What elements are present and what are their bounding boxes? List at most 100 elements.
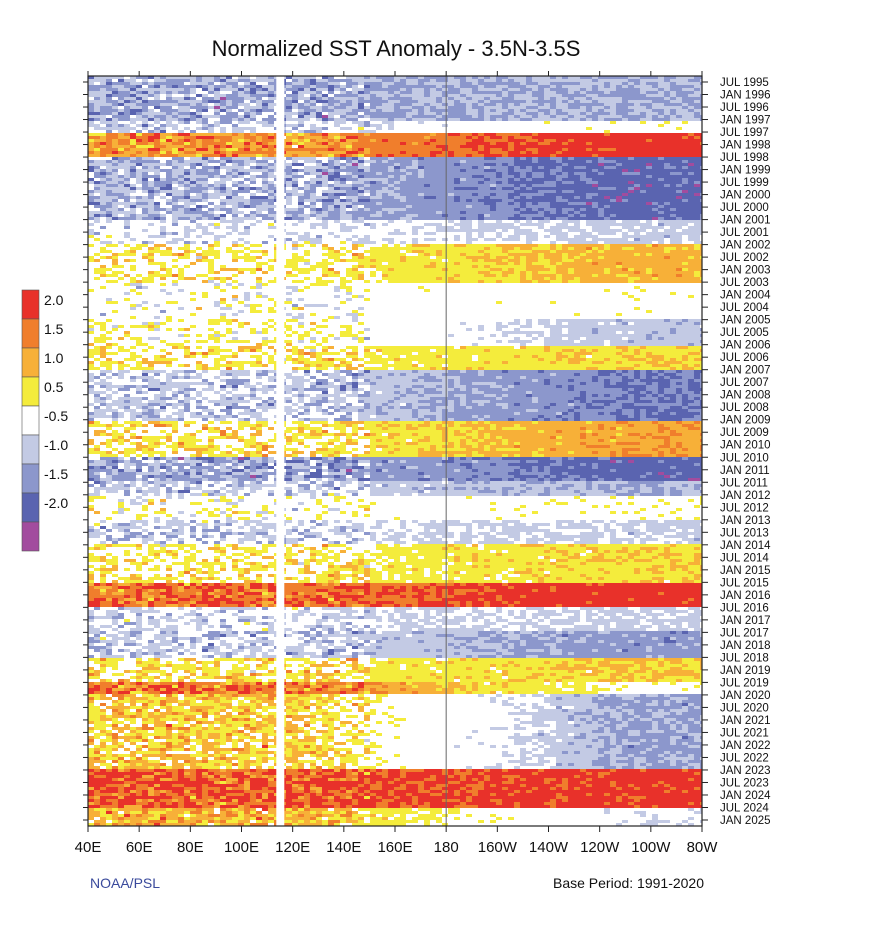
anomaly-cell	[292, 301, 340, 305]
anomaly-cell	[418, 229, 436, 233]
anomaly-cell	[214, 280, 220, 284]
anomaly-cell	[580, 382, 586, 386]
anomaly-cell	[436, 256, 466, 260]
anomaly-cell	[346, 85, 352, 89]
anomaly-cell	[502, 88, 508, 92]
anomaly-cell	[94, 223, 124, 227]
anomaly-cell	[502, 247, 514, 251]
anomaly-cell	[640, 118, 652, 122]
anomaly-cell	[286, 118, 310, 122]
anomaly-cell	[298, 103, 304, 107]
anomaly-cell	[406, 244, 412, 248]
anomaly-cell	[508, 136, 514, 140]
anomaly-cell	[160, 268, 166, 272]
anomaly-cell	[310, 241, 322, 245]
anomaly-cell	[640, 289, 646, 293]
anomaly-cell	[592, 205, 598, 209]
anomaly-cell	[364, 163, 370, 167]
anomaly-cell	[250, 214, 256, 218]
anomaly-cell	[574, 268, 604, 272]
anomaly-cell	[178, 130, 184, 134]
anomaly-cell	[220, 220, 244, 224]
anomaly-cell	[94, 193, 100, 197]
anomaly-cell	[340, 382, 346, 386]
anomaly-cell	[628, 199, 682, 203]
anomaly-cell	[586, 118, 592, 122]
anomaly-cell	[106, 118, 112, 122]
anomaly-cell	[526, 262, 532, 266]
anomaly-cell	[232, 163, 238, 167]
anomaly-cell	[88, 166, 94, 170]
anomaly-cell	[514, 247, 520, 251]
anomaly-cell	[256, 181, 262, 185]
anomaly-cell	[514, 187, 520, 191]
anomaly-cell	[652, 139, 702, 143]
anomaly-cell	[100, 151, 112, 155]
anomaly-cell	[136, 94, 148, 98]
anomaly-cell	[202, 388, 214, 392]
anomaly-cell	[268, 169, 274, 173]
anomaly-cell	[220, 79, 226, 83]
anomaly-cell	[172, 94, 184, 98]
anomaly-cell	[418, 361, 484, 365]
anomaly-cell	[562, 220, 580, 224]
anomaly-cell	[604, 358, 610, 362]
anomaly-cell	[244, 172, 250, 176]
anomaly-cell	[292, 76, 316, 80]
anomaly-cell	[106, 334, 124, 338]
anomaly-cell	[556, 265, 616, 269]
anomaly-cell	[394, 220, 406, 224]
anomaly-cell	[292, 373, 304, 377]
anomaly-cell	[88, 268, 94, 272]
anomaly-cell	[100, 148, 118, 152]
anomaly-cell	[634, 376, 640, 380]
anomaly-cell	[388, 274, 454, 278]
anomaly-cell	[526, 376, 592, 380]
anomaly-cell	[124, 112, 130, 116]
anomaly-cell	[358, 148, 364, 152]
anomaly-cell	[190, 313, 196, 317]
anomaly-cell	[550, 268, 556, 272]
anomaly-cell	[424, 109, 430, 113]
anomaly-cell	[340, 178, 346, 182]
anomaly-cell	[220, 130, 226, 134]
anomaly-cell	[616, 322, 622, 326]
anomaly-cell	[328, 274, 340, 278]
anomaly-cell	[340, 379, 346, 383]
anomaly-cell	[214, 217, 220, 221]
anomaly-cell	[466, 328, 472, 332]
anomaly-cell	[508, 181, 544, 185]
anomaly-cell	[646, 94, 664, 98]
anomaly-cell	[160, 289, 166, 293]
anomaly-cell	[88, 310, 112, 314]
anomaly-cell	[388, 175, 394, 179]
anomaly-cell	[202, 208, 208, 212]
anomaly-cell	[424, 112, 436, 116]
anomaly-cell	[280, 100, 292, 104]
anomaly-cell	[628, 85, 634, 89]
anomaly-cell	[544, 334, 550, 338]
anomaly-cell	[178, 124, 202, 128]
anomaly-cell	[622, 349, 628, 353]
anomaly-cell	[370, 259, 376, 263]
anomaly-cell	[550, 349, 562, 353]
anomaly-cell	[178, 208, 184, 212]
anomaly-cell	[616, 166, 646, 170]
anomaly-cell	[406, 241, 412, 245]
anomaly-cell	[406, 166, 418, 170]
anomaly-cell	[268, 178, 274, 182]
anomaly-cell	[130, 292, 136, 296]
anomaly-cell	[460, 217, 466, 221]
anomaly-cell	[190, 340, 196, 344]
anomaly-cell	[184, 238, 214, 242]
anomaly-cell	[640, 172, 670, 176]
anomaly-cell	[478, 280, 484, 284]
anomaly-cell	[280, 226, 310, 230]
anomaly-cell	[328, 115, 334, 119]
anomaly-cell	[454, 223, 472, 227]
anomaly-cell	[496, 238, 502, 242]
anomaly-cell	[256, 76, 268, 80]
anomaly-cell	[340, 271, 346, 275]
anomaly-cell	[370, 235, 454, 239]
anomaly-cell	[700, 94, 702, 98]
